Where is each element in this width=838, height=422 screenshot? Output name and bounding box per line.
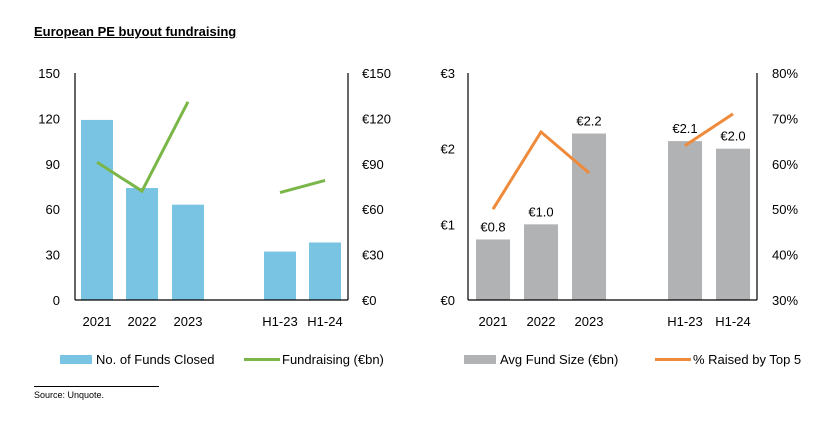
category-label-right-1: 2022 — [527, 314, 556, 329]
tick-left-left-3: 90 — [46, 157, 60, 172]
legend-swatch-funds-closed — [60, 355, 92, 364]
legend-funds-closed: No. of Funds Closed — [60, 352, 215, 367]
legend-label-top5: % Raised by Top 5 — [693, 352, 802, 367]
legend-swatch-avg-fund-size — [464, 355, 496, 364]
legend-fundraising: Fundraising (€bn) — [244, 352, 384, 367]
legend-label-fundraising: Fundraising (€bn) — [282, 352, 384, 367]
bar-right-5 — [716, 148, 750, 300]
category-label-left-5: H1-24 — [307, 314, 342, 329]
bar-right-1 — [524, 224, 558, 300]
legend-label-funds-closed: No. of Funds Closed — [96, 352, 215, 367]
tick-left-left-1: 30 — [46, 248, 60, 263]
source-note: Source: Unquote. — [34, 390, 105, 400]
data-label-right-4: €2.1 — [672, 121, 697, 136]
category-label-right-2: 2023 — [575, 314, 604, 329]
bar-left-5 — [309, 242, 341, 300]
tick-left-right-2: €2 — [441, 142, 455, 157]
tick-right-right-1: 40% — [772, 248, 798, 263]
chart-title: European PE buyout fundraising — [34, 24, 237, 39]
bar-right-0 — [476, 239, 510, 300]
tick-left-right-3: €3 — [441, 66, 455, 81]
bar-left-1 — [126, 188, 158, 300]
bar-right-4 — [668, 141, 702, 300]
line-right-segment-1 — [684, 112, 734, 147]
line-right-segment-0 — [491, 129, 590, 210]
category-label-left-1: 2022 — [128, 314, 157, 329]
category-label-left-0: 2021 — [83, 314, 112, 329]
legend-avg-fund-size: Avg Fund Size (€bn) — [464, 352, 618, 367]
legend-swatch-fundraising — [244, 358, 280, 361]
tick-left-right-1: €1 — [441, 217, 455, 232]
category-label-right-4: H1-23 — [667, 314, 702, 329]
tick-left-left-5: 150 — [38, 66, 60, 81]
line-left-segment-0 — [96, 101, 190, 194]
data-label-right-5: €2.0 — [720, 129, 745, 144]
bar-left-0 — [81, 119, 113, 300]
category-label-left-2: 2023 — [174, 314, 203, 329]
source-divider — [34, 386, 159, 387]
tick-right-right-2: 50% — [772, 202, 798, 217]
tick-right-right-0: 30% — [772, 293, 798, 308]
legend-top5: % Raised by Top 5 — [655, 352, 801, 367]
tick-right-right-4: 70% — [772, 111, 798, 126]
bar-left-2 — [172, 204, 204, 300]
data-label-right-1: €1.0 — [528, 204, 553, 219]
legend-swatch-top5 — [655, 358, 691, 361]
category-label-right-5: H1-24 — [715, 314, 750, 329]
legend-label-avg-fund-size: Avg Fund Size (€bn) — [500, 352, 619, 367]
tick-right-left-3: €90 — [362, 157, 384, 172]
data-label-right-2: €2.2 — [576, 114, 601, 129]
tick-right-left-5: €150 — [362, 66, 391, 81]
tick-right-right-5: 80% — [772, 66, 798, 81]
line-left-segment-1 — [279, 178, 326, 195]
tick-right-left-4: €120 — [362, 111, 391, 126]
tick-right-left-2: €60 — [362, 202, 384, 217]
bar-left-4 — [264, 251, 296, 300]
category-label-left-4: H1-23 — [262, 314, 297, 329]
bar-right-2 — [572, 133, 606, 300]
tick-left-left-0: 0 — [53, 293, 60, 308]
tick-right-right-3: 60% — [772, 157, 798, 172]
tick-right-left-0: €0 — [362, 293, 376, 308]
tick-right-left-1: €30 — [362, 248, 384, 263]
tick-left-left-2: 60 — [46, 202, 60, 217]
tick-left-left-4: 120 — [38, 111, 60, 126]
category-label-right-0: 2021 — [479, 314, 508, 329]
tick-left-right-0: €0 — [441, 293, 455, 308]
data-label-right-0: €0.8 — [480, 219, 505, 234]
